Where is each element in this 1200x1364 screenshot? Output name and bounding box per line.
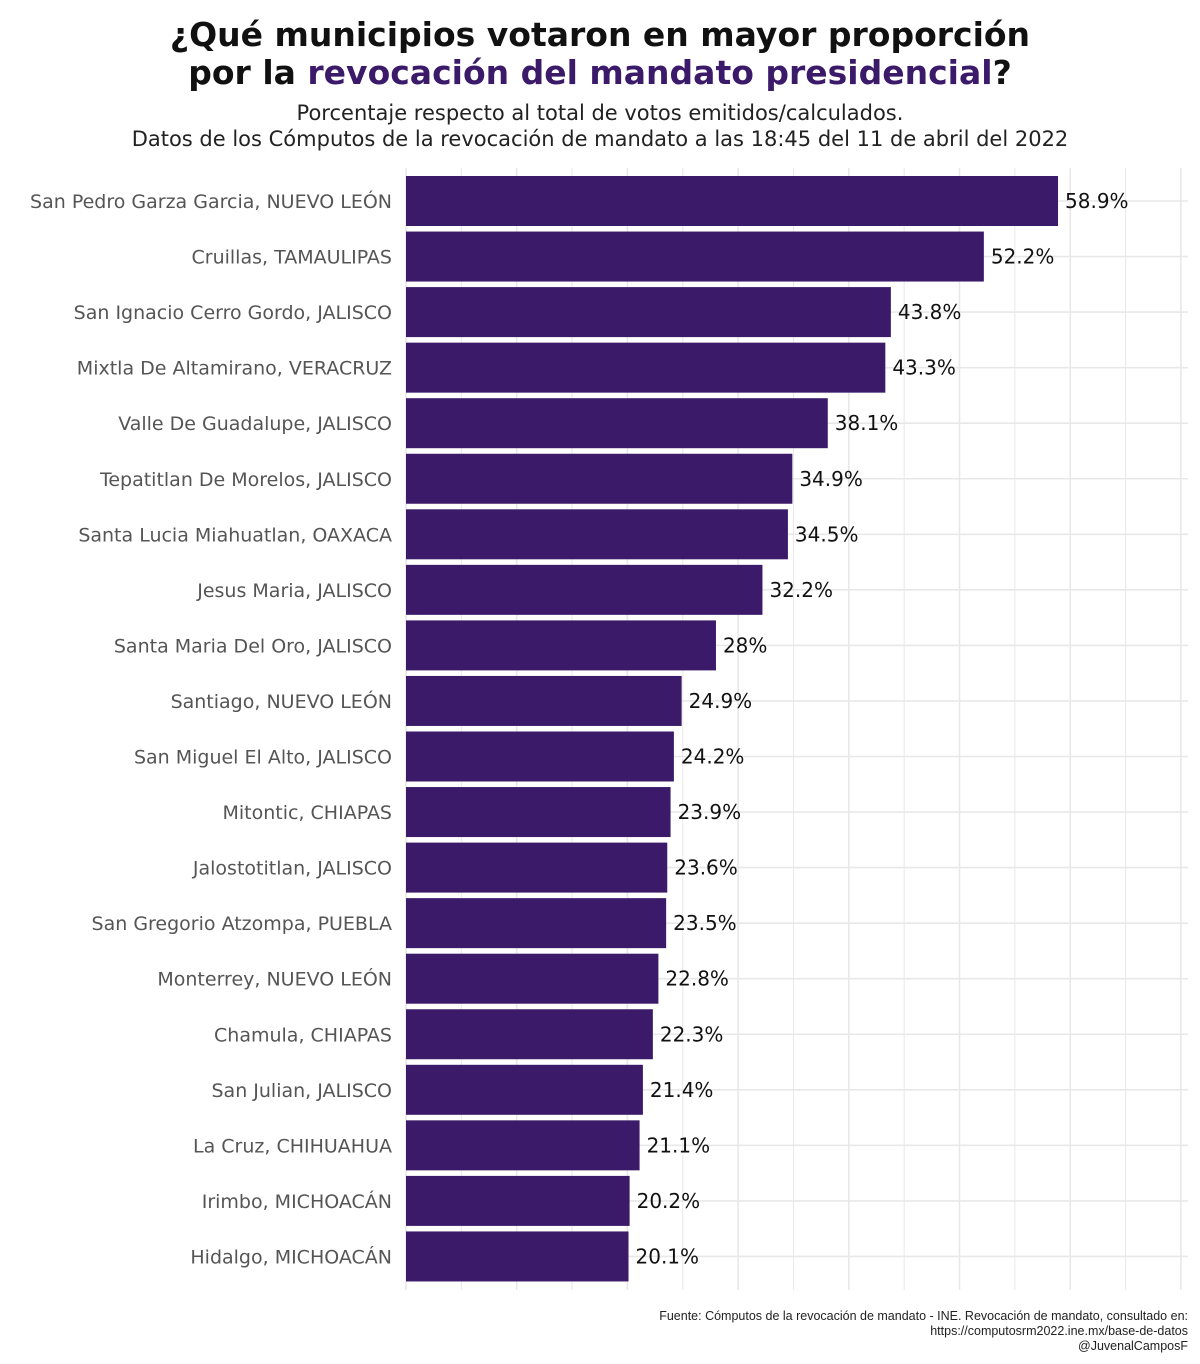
bar [406, 898, 667, 949]
category-label: San Ignacio Cerro Gordo, JALISCO [74, 302, 392, 324]
bar [406, 1064, 643, 1115]
bars [406, 176, 1059, 1282]
bar [406, 398, 828, 449]
bar [406, 176, 1059, 226]
title-highlight: revocación del mandato presidencial [307, 53, 993, 92]
category-label: Santiago, NUEVO LEÓN [171, 689, 392, 713]
bar [406, 953, 659, 1004]
category-label: Santa Maria Del Oro, JALISCO [114, 635, 392, 657]
title-line-2: por la revocación del mandato presidenci… [0, 54, 1200, 92]
category-label: Jalostotitlan, JALISCO [192, 858, 392, 880]
category-label: San Julian, JALISCO [212, 1080, 393, 1102]
category-label: La Cruz, CHIHUAHUA [193, 1135, 392, 1157]
labels: San Pedro Garza Garcia, NUEVO LEÓN 58.9% C… [30, 189, 1129, 1268]
bar [406, 509, 788, 560]
category-label: Jesus Maria, JALISCO [196, 580, 392, 602]
category-label: Valle De Guadalupe, JALISCO [118, 413, 392, 435]
caption-line-2: https://computosrm2022.ine.mx/base-de-da… [930, 1324, 1188, 1338]
subtitle-line-1: Porcentaje respecto al total de votos em… [296, 101, 904, 125]
subtitle-line-2: Datos de los Cómputos de la revocación d… [131, 127, 1069, 151]
category-label: Irimbo, MICHOACÁN [202, 1190, 392, 1213]
category-label: Chamula, CHIAPAS [214, 1024, 392, 1046]
bar [406, 842, 668, 893]
chart-subtitle: Porcentaje respecto al total de votos em… [0, 100, 1200, 152]
source-caption: Fuente: Cómputos de la revocación de man… [659, 1309, 1188, 1354]
category-label: Santa Lucia Miahuatlan, OAXACA [78, 524, 392, 546]
bar [406, 1175, 630, 1226]
value-label: 52.2% [991, 245, 1055, 269]
value-label: 20.1% [636, 1244, 700, 1268]
category-label: San Gregorio Atzompa, PUEBLA [92, 913, 392, 935]
value-label: 58.9% [1065, 189, 1129, 213]
category-label: Hidalgo, MICHOACÁN [190, 1245, 392, 1268]
title-prefix: por la [188, 53, 308, 92]
value-label: 34.9% [799, 467, 863, 491]
bar [406, 453, 793, 504]
category-label: Monterrey, NUEVO LEÓN [157, 967, 392, 991]
value-label: 34.5% [795, 522, 859, 546]
bar [406, 231, 984, 282]
bar [406, 620, 716, 671]
value-label: 43.3% [892, 356, 956, 380]
value-label: 38.1% [835, 411, 899, 435]
value-label: 23.5% [673, 911, 737, 935]
bar [406, 675, 682, 726]
value-label: 21.1% [647, 1133, 711, 1157]
value-label: 22.3% [660, 1022, 724, 1046]
bar [406, 1009, 653, 1060]
value-label: 23.6% [674, 856, 738, 880]
bar [406, 787, 671, 838]
caption-line-3: @JuvenalCamposF [1078, 1339, 1188, 1353]
category-label: San Miguel El Alto, JALISCO [134, 747, 392, 769]
title-suffix: ? [992, 53, 1012, 92]
category-label: San Pedro Garza Garcia, NUEVO LEÓN [30, 189, 392, 213]
chart-title: ¿Qué municipios votaron en mayor proporc… [0, 16, 1200, 92]
value-label: 28% [723, 633, 767, 657]
title-line-1: ¿Qué municipios votaron en mayor proporc… [169, 15, 1031, 54]
bar [406, 564, 763, 615]
bar [406, 1231, 629, 1282]
bar [406, 1120, 640, 1171]
value-label: 22.8% [665, 967, 729, 991]
category-label: Mixtla De Altamirano, VERACRUZ [77, 358, 392, 380]
category-label: Cruillas, TAMAULIPAS [192, 247, 393, 269]
value-label: 24.2% [681, 745, 745, 769]
value-label: 24.9% [689, 689, 753, 713]
value-label: 20.2% [637, 1189, 701, 1213]
bar [406, 287, 891, 338]
bar [406, 731, 674, 782]
value-label: 23.9% [678, 800, 742, 824]
value-label: 43.8% [898, 300, 962, 324]
bar [406, 342, 886, 393]
value-label: 21.4% [650, 1078, 714, 1102]
category-label: Mitontic, CHIAPAS [223, 802, 393, 824]
category-label: Tepatitlan De Morelos, JALISCO [99, 469, 392, 491]
caption-line-1: Fuente: Cómputos de la revocación de man… [659, 1309, 1188, 1323]
value-label: 32.2% [769, 578, 833, 602]
